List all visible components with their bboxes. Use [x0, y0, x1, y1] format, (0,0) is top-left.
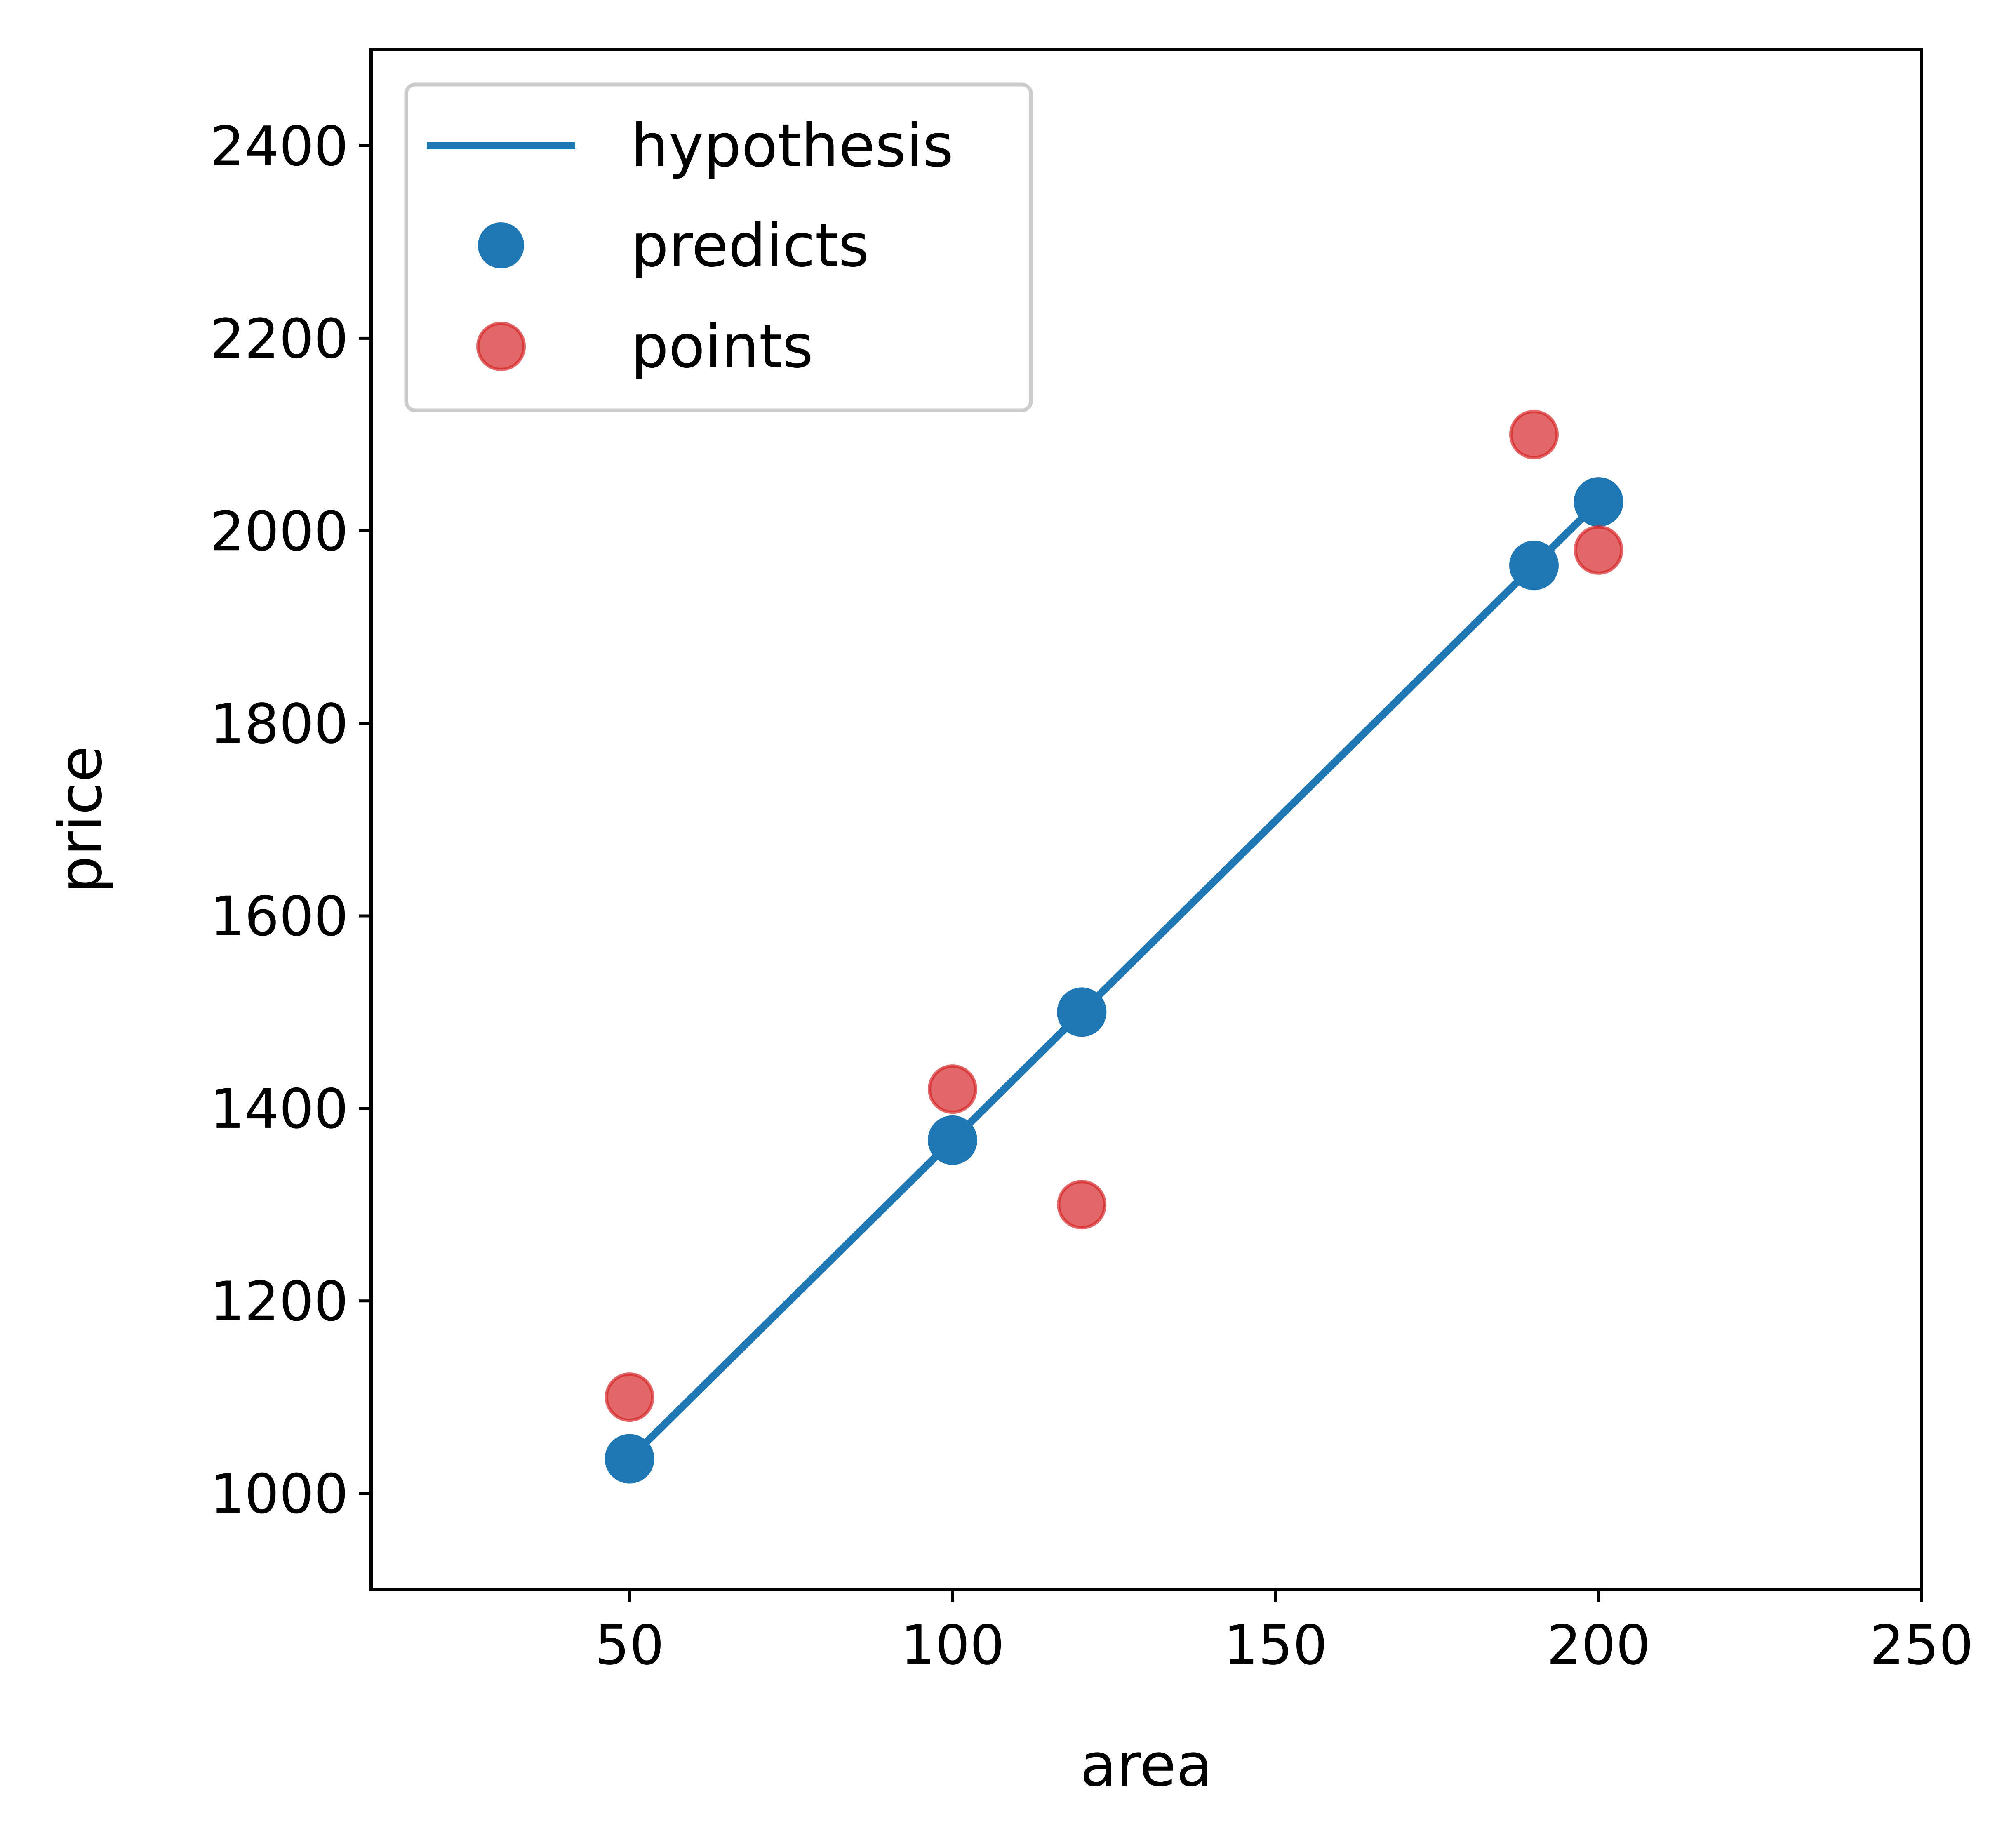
- y-tick-label: 2400: [210, 115, 348, 178]
- legend-label-points: points: [631, 312, 813, 381]
- y-tick-label: 1400: [210, 1078, 348, 1141]
- points-point: [1574, 525, 1623, 575]
- x-tick-label: 50: [595, 1614, 664, 1677]
- predicts-point: [928, 1115, 977, 1165]
- axis-ticks: 50 100 150 200 250 1000 1200 1400 1600 1800 2000 22…: [210, 115, 1974, 1677]
- legend-swatch-points: [476, 322, 526, 371]
- points-point: [928, 1064, 977, 1114]
- y-axis-label: price: [46, 746, 115, 893]
- predicts-point: [1509, 541, 1559, 591]
- predicts-point: [1574, 477, 1623, 527]
- y-tick-label: 1800: [210, 692, 348, 756]
- y-tick-label: 1200: [210, 1270, 348, 1334]
- y-tick-label: 2000: [210, 500, 348, 563]
- x-tick-label: 150: [1223, 1614, 1327, 1677]
- legend-label-hypothesis: hypothesis: [631, 111, 953, 180]
- y-tick-label: 1000: [210, 1463, 348, 1526]
- x-axis-label: area: [1080, 1730, 1212, 1800]
- legend-box: [404, 82, 1033, 412]
- legend-label-predicts: predicts: [631, 211, 869, 280]
- x-tick-label: 250: [1870, 1614, 1974, 1677]
- axes-frame: [369, 48, 1923, 1591]
- plot-area: [605, 409, 1623, 1484]
- points-point: [1509, 409, 1559, 459]
- legend: hypothesis predicts points: [404, 82, 1033, 412]
- predicts-point: [605, 1434, 654, 1484]
- y-tick-label: 2200: [210, 307, 348, 371]
- x-tick-label: 100: [901, 1614, 1004, 1677]
- x-tick-label: 200: [1547, 1614, 1651, 1677]
- points-point: [605, 1372, 654, 1422]
- predicts-point: [1057, 987, 1107, 1037]
- y-tick-label: 1600: [210, 885, 348, 948]
- points-point: [1057, 1180, 1107, 1230]
- legend-swatch-predicts: [478, 222, 524, 268]
